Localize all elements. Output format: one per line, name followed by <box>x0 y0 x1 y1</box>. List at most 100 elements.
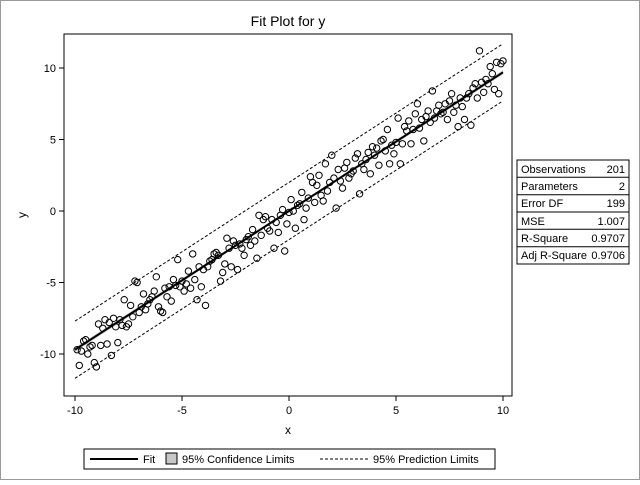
data-point <box>291 224 300 232</box>
data-point <box>458 102 466 111</box>
data-point <box>330 174 338 182</box>
stat-label-observations: Observations <box>521 164 586 176</box>
data-point <box>467 121 475 129</box>
data-point <box>114 338 122 347</box>
data-point <box>233 265 242 274</box>
data-point <box>278 205 287 214</box>
data-point <box>189 250 197 258</box>
y-tick-label: -10 <box>40 349 56 361</box>
data-point <box>445 97 454 105</box>
data-point <box>454 122 462 131</box>
data-point <box>90 358 99 367</box>
data-point <box>86 343 94 351</box>
plot-area <box>63 33 513 397</box>
data-point <box>221 260 229 268</box>
data-point <box>272 218 280 227</box>
data-point <box>332 204 340 212</box>
data-point <box>103 340 111 348</box>
data-point <box>248 225 257 234</box>
data-point <box>400 122 409 131</box>
y-tick-label: 0 <box>50 206 56 218</box>
data-point <box>379 135 387 144</box>
data-point <box>283 220 291 228</box>
data-point <box>131 277 139 285</box>
data-point <box>161 284 169 292</box>
legend-prediction-label: 95% Prediction Limits <box>373 454 479 466</box>
stat-label-mse: MSE <box>521 216 545 228</box>
data-point <box>394 114 402 122</box>
legend-fit-label: Fit <box>143 454 155 466</box>
data-point <box>261 213 270 221</box>
data-point <box>373 144 381 152</box>
data-point <box>411 110 419 118</box>
data-point <box>484 80 492 88</box>
data-point <box>420 137 428 145</box>
data-point <box>180 287 188 295</box>
data-point <box>370 151 379 159</box>
x-axis-label: x <box>285 423 291 437</box>
data-point <box>105 318 113 327</box>
data-point <box>353 150 362 158</box>
data-point <box>430 114 439 122</box>
data-point <box>313 181 321 190</box>
stat-value-mse: 1.007 <box>597 216 625 228</box>
legend-confidence-label: 95% Confidence Limits <box>182 454 295 466</box>
upper-prediction-limit <box>74 43 504 322</box>
data-point <box>486 62 494 71</box>
data-point <box>236 240 244 248</box>
data-point <box>244 233 253 241</box>
data-point <box>480 88 488 97</box>
data-point <box>227 263 235 271</box>
legend-confidence-swatch <box>165 452 178 465</box>
data-point <box>174 255 182 264</box>
data-point <box>499 57 507 65</box>
data-point <box>398 140 407 148</box>
data-point <box>300 215 308 224</box>
data-point <box>120 296 128 304</box>
y-axis-label: y <box>15 212 29 218</box>
data-point <box>229 237 238 245</box>
y-tick-label: 5 <box>50 135 56 147</box>
data-point <box>293 201 302 210</box>
data-point <box>364 148 372 157</box>
data-point <box>368 143 377 151</box>
data-point <box>225 244 233 252</box>
data-point <box>281 247 289 255</box>
data-point <box>377 137 385 145</box>
data-point <box>139 290 148 298</box>
data-point <box>443 115 452 124</box>
data-point <box>413 100 422 108</box>
data-point <box>214 251 223 260</box>
data-point <box>405 117 413 125</box>
data-point <box>385 160 394 168</box>
data-point <box>326 178 334 187</box>
stat-label-adj-r-square: Adj R-Square <box>521 250 587 262</box>
x-axis-ticks: -10 -5 0 5 10 <box>67 396 509 417</box>
data-point <box>345 174 353 182</box>
data-point <box>482 75 490 84</box>
stat-value-parameters: 2 <box>619 181 625 193</box>
data-point <box>129 313 137 321</box>
stat-value-observations: 201 <box>607 164 625 176</box>
data-point <box>238 244 246 252</box>
data-point <box>383 125 392 134</box>
data-point <box>92 363 101 371</box>
x-tick-label: -10 <box>67 405 83 417</box>
lower-prediction-limit <box>74 100 504 379</box>
data-point <box>152 273 161 281</box>
data-point <box>163 293 171 301</box>
data-point <box>184 267 193 275</box>
y-axis-ticks: -10 -5 0 5 10 <box>40 63 64 361</box>
data-point <box>428 87 437 95</box>
data-point <box>285 208 293 217</box>
data-point <box>246 241 255 250</box>
data-point <box>77 347 86 355</box>
stat-value-error-df: 199 <box>607 198 625 210</box>
data-point <box>82 336 90 344</box>
data-point <box>495 90 503 98</box>
data-point <box>450 108 458 117</box>
data-point <box>375 161 383 169</box>
data-point <box>257 231 265 240</box>
y-tick-label: 10 <box>44 63 56 75</box>
